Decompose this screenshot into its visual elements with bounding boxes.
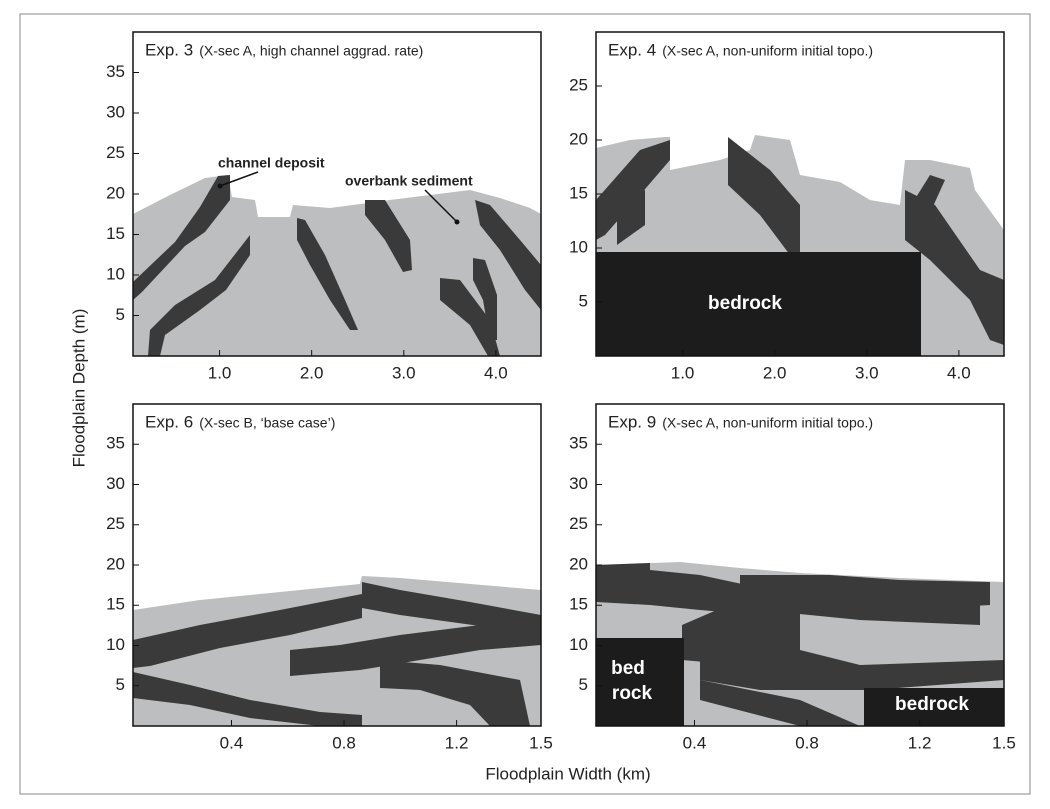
x-tick-label: 1.0: [208, 363, 232, 382]
y-tick-label: 35: [106, 62, 125, 81]
y-tick-label: 30: [569, 474, 588, 493]
y-tick-label: 20: [569, 554, 588, 573]
y-axis-label: Floodplain Depth (m): [69, 309, 88, 468]
y-tick-label: 5: [579, 291, 588, 310]
panel-subtitle: (X-sec A, non-uniform initial topo.): [662, 43, 873, 59]
annotation: channel deposit: [218, 155, 325, 171]
y-tick-label: 15: [569, 183, 588, 202]
y-tick-label: 35: [569, 434, 588, 453]
y-tick-label: 25: [569, 514, 588, 533]
annotation: overbank sediment: [345, 173, 473, 189]
y-tick-label: 5: [116, 675, 125, 694]
x-tick-label: 2.0: [763, 363, 787, 382]
panel-2-section: [596, 135, 1004, 356]
figure: channel deposit overbank sediment bedroc…: [0, 0, 1050, 809]
y-tick-label: 5: [579, 675, 588, 694]
annotation: bedrock: [895, 694, 969, 715]
y-tick-label: 30: [106, 474, 125, 493]
y-tick-label: 15: [106, 595, 125, 614]
annotation: rock: [612, 683, 653, 704]
annotation: bedrock: [708, 293, 782, 314]
panel-title: Exp. 9: [608, 412, 656, 431]
y-tick-label: 10: [106, 264, 125, 283]
x-tick-label: 1.5: [529, 733, 553, 752]
y-tick-label: 10: [569, 237, 588, 256]
x-tick-label: 0.8: [795, 733, 819, 752]
panel-title: Exp. 3: [145, 40, 193, 59]
y-tick-label: 30: [106, 102, 125, 121]
y-tick-label: 25: [106, 514, 125, 533]
y-tick-label: 25: [569, 75, 588, 94]
x-tick-label: 1.0: [671, 363, 695, 382]
annotation: bed: [611, 658, 645, 679]
y-tick-label: 10: [106, 635, 125, 654]
y-tick-label: 25: [106, 143, 125, 162]
x-tick-label: 1.5: [992, 733, 1016, 752]
y-tick-label: 20: [106, 554, 125, 573]
x-axis-label: Floodplain Width (km): [485, 764, 650, 783]
x-tick-label: 0.4: [220, 733, 244, 752]
y-tick-label: 20: [106, 183, 125, 202]
y-tick-label: 10: [569, 635, 588, 654]
y-tick-label: 15: [106, 224, 125, 243]
x-tick-label: 0.4: [683, 733, 707, 752]
panel-title: Exp. 6: [145, 412, 193, 431]
panel-subtitle: (X-sec B, ‘base case’): [199, 415, 335, 431]
panel-subtitle: (X-sec A, high channel aggrad. rate): [199, 43, 423, 59]
x-tick-label: 2.0: [300, 363, 324, 382]
y-tick-label: 20: [569, 129, 588, 148]
x-tick-label: 1.2: [908, 733, 932, 752]
y-tick-label: 5: [116, 305, 125, 324]
x-tick-label: 3.0: [855, 363, 879, 382]
y-tick-label: 15: [569, 595, 588, 614]
panel-3-section: [133, 576, 541, 726]
x-tick-label: 4.0: [484, 363, 508, 382]
panel-1-section: [133, 172, 541, 356]
x-tick-label: 4.0: [947, 363, 971, 382]
y-tick-label: 35: [106, 434, 125, 453]
x-tick-label: 0.8: [332, 733, 356, 752]
x-tick-label: 3.0: [392, 363, 416, 382]
panel-subtitle: (X-sec A, non-uniform initial topo.): [662, 415, 873, 431]
panel-title: Exp. 4: [608, 40, 656, 59]
x-tick-label: 1.2: [445, 733, 469, 752]
